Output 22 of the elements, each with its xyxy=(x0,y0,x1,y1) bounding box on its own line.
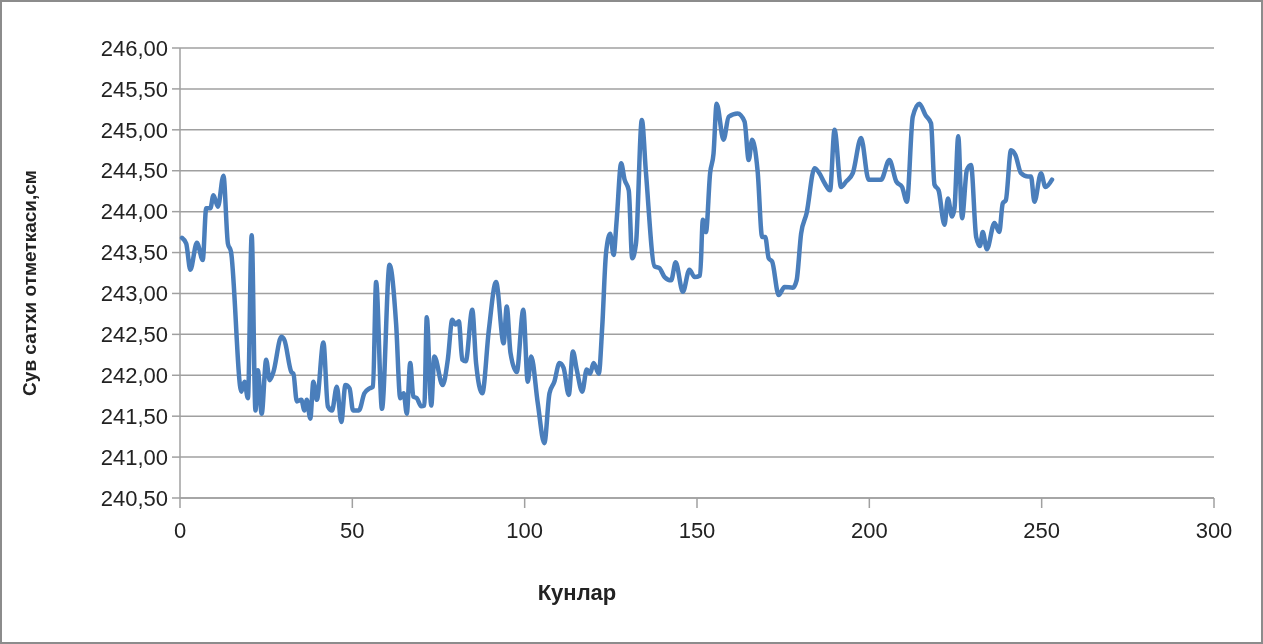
y-tick-label: 240,50 xyxy=(100,485,168,511)
y-tick-label: 241,50 xyxy=(100,403,168,429)
x-tick-label: 250 xyxy=(1023,518,1061,543)
y-tick-label: 246,00 xyxy=(100,35,168,61)
y-tick-label: 242,00 xyxy=(100,362,168,388)
y-tick-label: 241,00 xyxy=(100,444,168,470)
x-tick-label: 200 xyxy=(850,518,888,543)
x-tick-label: 300 xyxy=(1195,518,1233,543)
x-tick-label: 100 xyxy=(506,518,544,543)
y-tick-label: 245,50 xyxy=(100,76,168,102)
y-tick-label: 244,00 xyxy=(100,199,168,225)
y-tick-label: 243,50 xyxy=(100,240,168,266)
line-series xyxy=(179,101,1055,446)
x-tick-label: 50 xyxy=(340,518,365,543)
y-tick-label: 245,00 xyxy=(100,117,168,143)
x-tick-label: 0 xyxy=(173,518,187,543)
y-axis-title: Сув сатхи отметкаси,см xyxy=(19,170,40,396)
y-tick-label: 244,50 xyxy=(100,158,168,184)
x-axis-title: Кунлар xyxy=(537,580,617,605)
y-tick-label: 243,00 xyxy=(100,281,168,307)
y-tick-label: 242,50 xyxy=(100,322,168,348)
x-tick-label: 150 xyxy=(678,518,716,543)
